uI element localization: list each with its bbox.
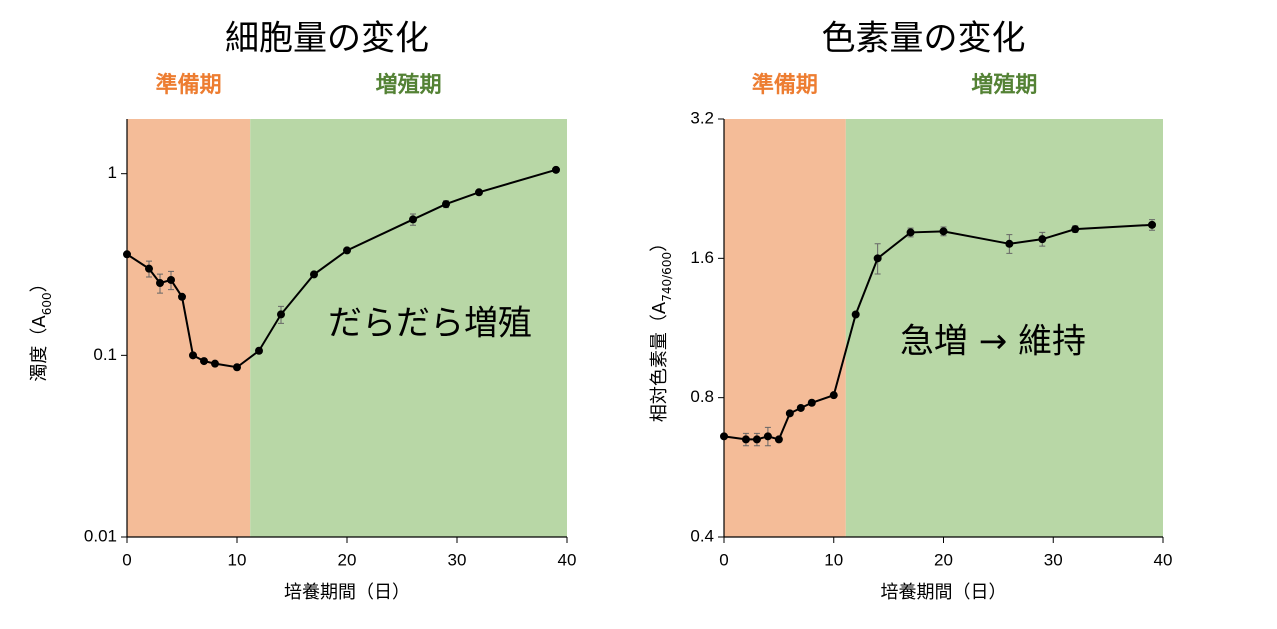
x-tick-label: 0: [122, 550, 131, 569]
x-tick-label: 0: [719, 550, 728, 569]
x-tick-label: 20: [934, 550, 953, 569]
data-point: [255, 346, 263, 355]
phase-label: 準備期: [156, 72, 222, 98]
data-point: [200, 357, 208, 366]
y-axis-label-part: 相対色素量（A: [649, 301, 670, 422]
data-point: [1071, 225, 1080, 234]
x-axis-label: 培養期間（日）: [284, 582, 410, 603]
phase-label: 増殖期: [376, 72, 442, 98]
data-point: [167, 275, 175, 284]
chart-title: 細胞量の変化: [225, 19, 429, 59]
x-tick-label: 40: [558, 550, 577, 569]
data-point: [409, 215, 417, 224]
y-axis-label-part: ）: [649, 234, 670, 252]
data-point: [720, 432, 728, 441]
data-point: [785, 409, 794, 418]
y-tick-label: 0.1: [93, 345, 117, 364]
phase-label: 準備期: [752, 72, 818, 98]
y-axis-label-part: 濁度（A: [29, 315, 50, 382]
y-tick-label: 0.01: [84, 526, 117, 545]
data-point: [156, 279, 164, 288]
x-tick-label: 20: [338, 550, 357, 569]
annotation: 急増 → 維持: [900, 322, 1086, 362]
data-point: [189, 351, 197, 360]
data-point: [277, 310, 285, 319]
data-point: [233, 363, 241, 372]
data-point: [475, 188, 483, 197]
data-point: [1148, 220, 1157, 229]
data-point: [343, 246, 351, 255]
phase-region: [724, 119, 846, 537]
data-point: [552, 165, 560, 174]
data-point: [1038, 235, 1047, 244]
data-point: [752, 435, 761, 444]
y-tick-label: 1: [108, 163, 117, 182]
y-tick-label: 3.2: [690, 108, 714, 127]
phase-label: 増殖期: [971, 72, 1037, 98]
data-point: [906, 228, 915, 237]
x-tick-label: 10: [824, 550, 843, 569]
data-point: [851, 310, 860, 319]
phase-region: [250, 119, 567, 537]
chart-title: 色素量の変化: [822, 19, 1026, 59]
data-point: [211, 359, 219, 368]
y-axis-label-part: 600: [40, 292, 54, 315]
data-point: [442, 200, 450, 209]
data-point: [829, 391, 838, 400]
phase-region: [845, 119, 1163, 537]
data-point: [763, 432, 772, 441]
data-point: [145, 264, 153, 273]
y-axis-label: 相対色素量（A740/600）: [649, 234, 674, 422]
data-point: [774, 435, 783, 444]
x-axis-label: 培養期間（日）: [881, 582, 1007, 603]
data-point: [741, 435, 750, 444]
data-point: [796, 403, 805, 412]
y-tick-label: 0.8: [690, 387, 714, 406]
y-axis-label-part: 740/600: [660, 252, 674, 302]
data-point: [873, 254, 882, 263]
x-tick-label: 40: [1154, 550, 1173, 569]
x-tick-label: 10: [228, 550, 247, 569]
data-point: [310, 270, 318, 279]
data-point: [123, 250, 131, 259]
y-tick-label: 0.4: [690, 526, 714, 545]
y-tick-label: 1.6: [690, 248, 714, 267]
x-tick-label: 30: [448, 550, 467, 569]
y-axis-label-part: ）: [29, 274, 50, 292]
data-point: [807, 398, 816, 407]
x-tick-label: 30: [1044, 550, 1063, 569]
annotation: だらだら増殖: [328, 304, 532, 344]
data-point: [178, 292, 186, 301]
data-point: [1005, 239, 1014, 248]
data-point: [939, 227, 948, 236]
y-axis-label: 濁度（A600）: [29, 274, 54, 381]
